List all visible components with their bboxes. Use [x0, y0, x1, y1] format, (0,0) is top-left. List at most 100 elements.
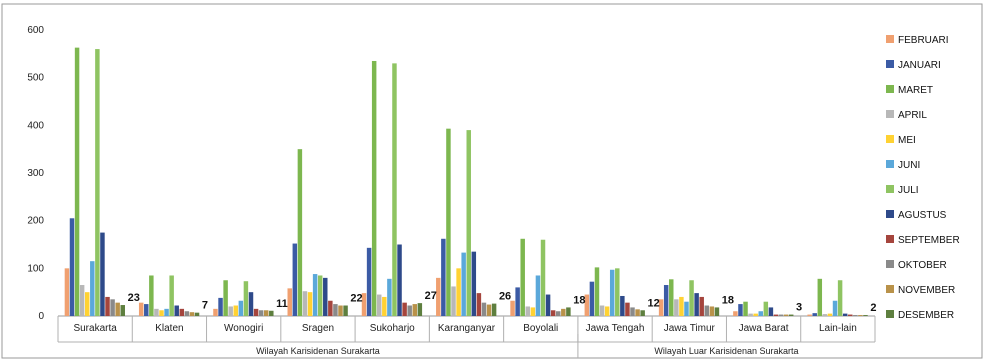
bar-april-wonogiri [228, 306, 233, 316]
legend-layer: FEBRUARI JANUARI MARET APRIL MEI JUNI JULI AGUS… [886, 35, 960, 321]
data-label-wonogiri: 11 [276, 298, 288, 310]
bar-agustus-lain-lain [842, 313, 848, 316]
bar-oktober-jawa-tengah [630, 307, 635, 316]
bar-oktober-sragen [333, 304, 338, 316]
bar-juli-lain-lain [837, 280, 843, 316]
bar-juni-wonogiri [238, 300, 244, 316]
bar-oktober-karanganyar [481, 302, 487, 316]
bar-mei-wonogiri [233, 305, 239, 316]
bar-april-boyolali [525, 306, 531, 316]
bar-maret-jawa-tengah [594, 267, 600, 316]
bar-september-sukoharjo [402, 302, 407, 316]
bar-november-klaten [189, 312, 195, 316]
category-label-jawa-timur: Jawa Timur [664, 323, 716, 334]
bar-november-jawa-tengah [635, 309, 640, 316]
legend-swatch-september [886, 235, 894, 243]
bar-oktober-klaten [184, 311, 190, 316]
bar-januari-lain-lain [812, 313, 817, 316]
bar-oktober-lain-lain [853, 315, 858, 316]
bar-mei-karanganyar [456, 268, 461, 316]
category-label-wonogiri: Wonogiri [224, 323, 263, 334]
legend-label-juli: JULI [898, 185, 919, 196]
bar-juni-sragen [312, 274, 318, 316]
bar-agustus-boyolali [545, 294, 551, 316]
bar-mei-jawa-timur [679, 296, 684, 316]
data-label-jawa-barat: 3 [796, 302, 802, 314]
y-tick-label: 600 [27, 25, 44, 36]
bar-oktober-surakarta [110, 299, 115, 316]
bar-april-karanganyar [451, 286, 456, 316]
legend-swatch-mei [886, 135, 894, 143]
bar-juli-karanganyar [466, 130, 471, 316]
legend-swatch-agustus [886, 210, 894, 218]
bar-oktober-wonogiri [258, 310, 264, 316]
bar-januari-wonogiri [218, 297, 223, 316]
bar-mei-jawa-barat [753, 313, 758, 316]
bar-juli-surakarta [95, 49, 100, 317]
bar-juni-karanganyar [461, 252, 466, 316]
bar-september-surakarta [105, 296, 110, 316]
bar-januari-jawa-tengah [589, 281, 595, 316]
bar-februari-surakarta [64, 268, 70, 316]
bar-september-sragen [328, 300, 333, 316]
bar-juni-surakarta [90, 261, 95, 316]
bar-desember-lain-lain [863, 315, 868, 316]
data-label-sragen: 22 [350, 293, 362, 305]
category-label-sukoharjo: Sukoharjo [370, 323, 415, 334]
bar-april-klaten [154, 308, 159, 316]
bar-februari-sukoharjo [361, 293, 367, 316]
y-tick-label: 400 [27, 120, 44, 131]
bar-april-jawa-barat [748, 313, 753, 316]
bar-agustus-wonogiri [248, 292, 254, 316]
bar-juni-sukoharjo [387, 278, 392, 316]
y-tick-label: 200 [27, 216, 44, 227]
bar-september-jawa-timur [699, 296, 704, 316]
group-label-2: Wilayah Luar Karisidenan Surakarta [654, 346, 798, 356]
bar-september-jawa-tengah [625, 302, 630, 316]
bar-agustus-jawa-timur [694, 293, 699, 316]
bar-juni-lain-lain [832, 300, 838, 316]
bar-maret-jawa-barat [743, 301, 748, 316]
bar-maret-sukoharjo [371, 60, 377, 316]
bar-april-sukoharjo [377, 294, 382, 316]
bar-april-jawa-tengah [599, 305, 605, 316]
bar-agustus-sragen [323, 277, 328, 316]
bar-oktober-sukoharjo [407, 305, 412, 316]
bar-desember-jawa-timur [714, 307, 720, 316]
bar-maret-jawa-timur [669, 279, 674, 316]
bar-november-surakarta [115, 302, 120, 316]
bar-mei-sragen [307, 292, 313, 316]
bar-juni-boyolali [535, 275, 541, 316]
bar-januari-karanganyar [441, 238, 446, 316]
bar-november-jawa-timur [709, 306, 715, 316]
bar-juli-wonogiri [243, 281, 249, 316]
bar-oktober-boyolali [555, 311, 561, 316]
bar-desember-sragen [343, 305, 348, 316]
bar-februari-jawa-timur [658, 299, 664, 316]
bar-desember-sukoharjo [417, 303, 423, 316]
bar-januari-jawa-timur [663, 285, 669, 316]
bar-september-wonogiri [253, 308, 259, 316]
bar-juni-jawa-tengah [609, 269, 615, 316]
bar-februari-wonogiri [213, 308, 218, 316]
bar-maret-boyolali [520, 238, 525, 316]
bar-agustus-surakarta [100, 232, 105, 316]
bar-juli-jawa-tengah [615, 268, 620, 316]
bar-juli-jawa-barat [763, 301, 769, 316]
bar-agustus-karanganyar [471, 251, 477, 316]
bar-desember-boyolali [566, 307, 571, 316]
legend-label-september: SEPTEMBER [898, 235, 960, 246]
bar-desember-jawa-barat [788, 314, 794, 316]
category-label-sragen: Sragen [302, 323, 334, 334]
bar-agustus-jawa-tengah [620, 295, 625, 316]
bar-november-sragen [338, 305, 343, 316]
bar-juli-jawa-timur [689, 280, 694, 316]
bar-maret-klaten [149, 275, 154, 316]
category-label-karanganyar: Karanganyar [438, 323, 496, 334]
bar-november-wonogiri [263, 310, 269, 316]
bar-januari-boyolali [515, 287, 520, 316]
bar-desember-jawa-tengah [640, 310, 645, 316]
bar-agustus-sukoharjo [397, 244, 402, 316]
bar-januari-klaten [144, 304, 149, 316]
